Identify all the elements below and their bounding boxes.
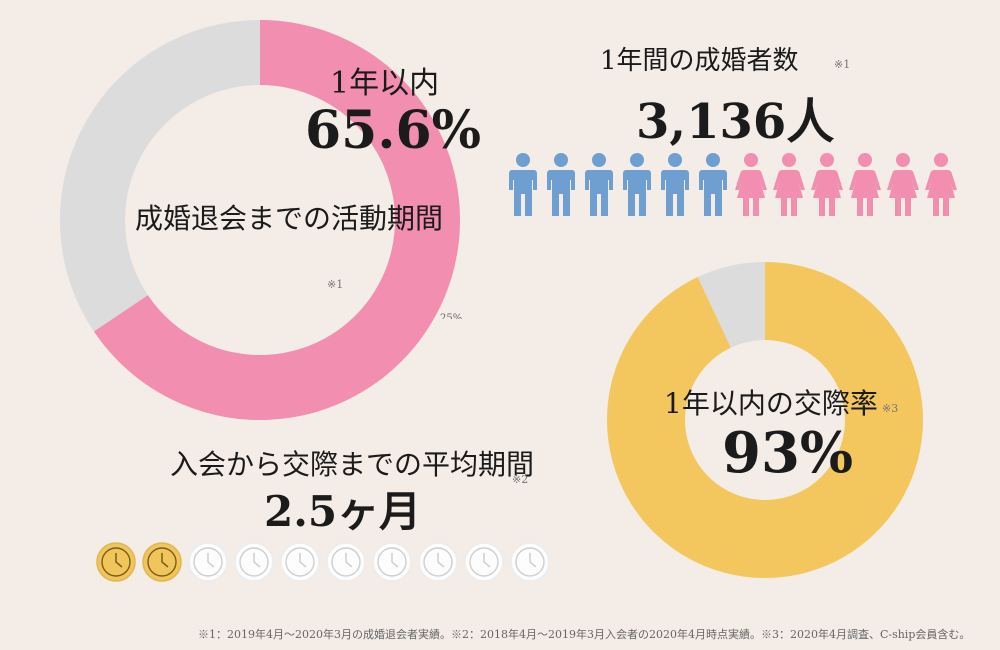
pie-slice-dating-rate (607, 262, 923, 578)
activity-period-donut-svg (60, 20, 460, 420)
activity-period-center: 成婚退会までの活動期間 (135, 198, 443, 318)
within-one-year-value: 65.6% (305, 100, 482, 161)
marriage-count-note: ※1 (834, 58, 851, 71)
dating-rate-note: ※3 (882, 402, 899, 415)
man-icon (585, 153, 613, 216)
man-icon (509, 153, 537, 216)
activity-period-title-text: 成婚退会までの活動期間 (135, 202, 444, 235)
clock-icon (418, 542, 458, 582)
average-period-note: ※2 (512, 473, 529, 486)
clock-icon (142, 542, 182, 582)
clock-icon (234, 542, 274, 582)
activity-period-donut (60, 20, 460, 420)
clock-icon (464, 542, 504, 582)
woman-icon (811, 153, 843, 216)
activity-period-title: 成婚退会までの活動期間 (135, 198, 443, 240)
man-icon (547, 153, 575, 216)
woman-icon (735, 153, 767, 216)
footnote: ※1：2019年4月～2020年3月の成婚退会者実績。※2：2018年4月～20… (198, 628, 971, 641)
woman-icon (887, 153, 919, 216)
pie-slice-remainder (697, 262, 765, 348)
clock-icon (372, 542, 412, 582)
clock-icon-row (96, 542, 550, 582)
average-period-title: 入会から交際までの平均期間 (170, 448, 535, 481)
note-1-chart: ※1 (327, 278, 344, 291)
dating-rate-donut-svg (607, 262, 923, 578)
pie-slice-within-one-year (93, 20, 460, 420)
clock-icon (280, 542, 320, 582)
dating-rate-value: 93% (722, 420, 854, 486)
man-icon (661, 153, 689, 216)
woman-icon (925, 153, 957, 216)
woman-icon (849, 153, 881, 216)
clock-icon (326, 542, 366, 582)
pie-slice-remainder (60, 20, 261, 332)
average-period-value: 2.5ヶ月 (264, 487, 422, 536)
man-icon (699, 153, 727, 216)
marriage-count-title: 1年間の成婚者数 (600, 46, 799, 76)
man-icon (623, 153, 651, 216)
dating-rate-title: 1年以内の交際率 (664, 387, 878, 420)
cut-label: 25% (440, 313, 463, 319)
clock-icon (188, 542, 228, 582)
clock-icon (510, 542, 550, 582)
marriage-count-value: 3,136人 (636, 94, 835, 150)
woman-icon (773, 153, 805, 216)
people-icon-row (506, 152, 958, 218)
within-one-year-label: 1年以内 (330, 66, 440, 101)
clock-icon (96, 542, 136, 582)
dating-rate-donut (607, 262, 923, 578)
